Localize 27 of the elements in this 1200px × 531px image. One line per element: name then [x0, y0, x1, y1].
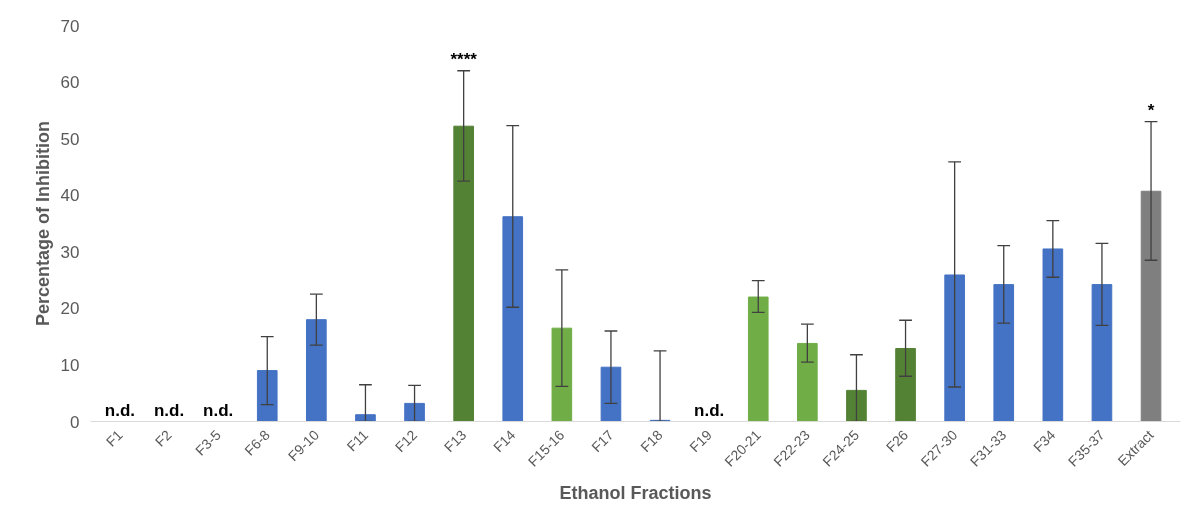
y-tick-label: 70	[60, 16, 80, 36]
annotation: n.d.	[694, 400, 725, 420]
x-axis-title: Ethanol Fractions	[559, 483, 712, 504]
y-axis-title: Percentage of Inhibition	[32, 120, 53, 327]
y-tick-label: 20	[60, 299, 80, 319]
annotation: n.d.	[203, 400, 234, 420]
x-tick-label: F2	[151, 426, 175, 450]
x-tick-label: F14	[490, 426, 519, 456]
y-tick-label: 50	[60, 129, 80, 149]
annotation: n.d.	[104, 400, 136, 420]
x-tick-label: F18	[637, 426, 666, 456]
x-tick-label: F12	[391, 426, 421, 456]
annotation: n.d.	[153, 400, 185, 420]
x-tick-label: F26	[882, 426, 912, 456]
y-tick-label: 30	[60, 242, 80, 262]
y-tick-label: 40	[60, 186, 80, 206]
x-tick-label: F11	[343, 426, 372, 455]
y-tick-label: 10	[60, 355, 80, 375]
y-tick-label: 60	[60, 73, 80, 93]
x-tick-label: F34	[1030, 426, 1059, 456]
x-tick-label: F1	[102, 426, 126, 450]
x-tick-label: F17	[588, 426, 617, 456]
x-tick-label: F19	[686, 426, 715, 456]
annotation: *	[1147, 100, 1155, 120]
x-tick-label: F13	[440, 426, 470, 456]
y-tick-label: 0	[70, 412, 80, 432]
annotation: ****	[450, 49, 478, 69]
